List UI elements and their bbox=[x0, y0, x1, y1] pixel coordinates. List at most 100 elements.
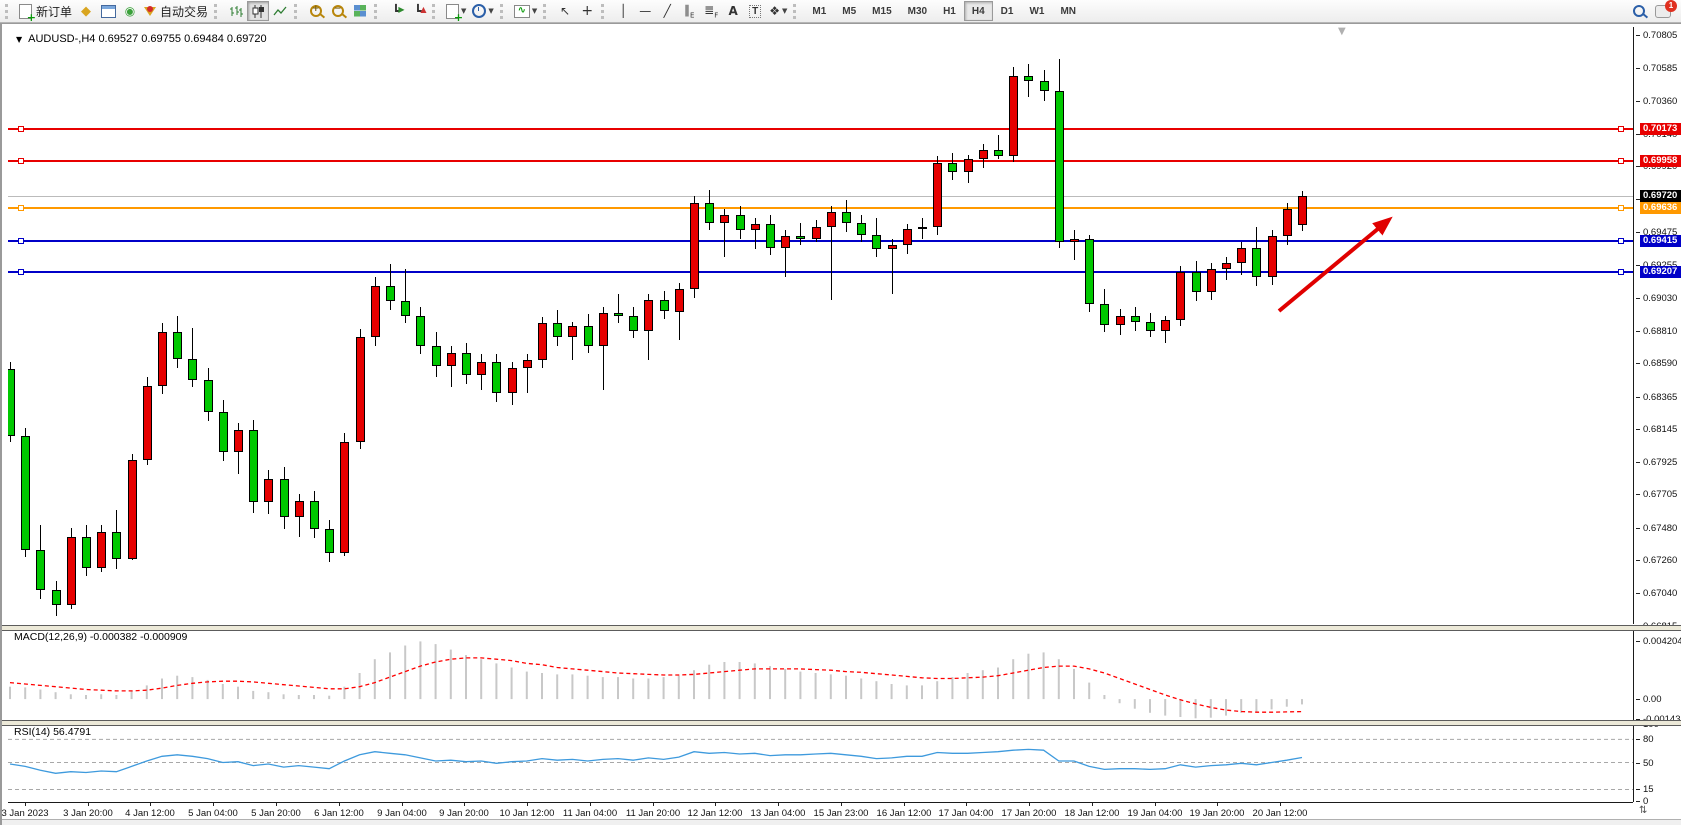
candle-wick bbox=[405, 268, 407, 324]
auto-trading-button[interactable]: 自动交易 bbox=[141, 1, 211, 21]
line-handle[interactable] bbox=[1618, 238, 1624, 245]
zoom-in-icon: + bbox=[310, 4, 323, 17]
search-icon[interactable] bbox=[1633, 5, 1645, 17]
timeframe-button-w1[interactable]: W1 bbox=[1029, 5, 1045, 17]
bar-chart-mode-button[interactable] bbox=[225, 1, 247, 21]
line-handle[interactable] bbox=[18, 205, 24, 212]
zoom-out-button[interactable]: − bbox=[327, 1, 349, 21]
signals-button[interactable]: ◉ bbox=[119, 1, 141, 21]
auto-scroll-button[interactable]: ┗ ▶ bbox=[385, 1, 407, 21]
trendline-icon: ╱ bbox=[663, 4, 671, 18]
candle bbox=[507, 367, 517, 393]
line-handle[interactable] bbox=[1618, 125, 1624, 132]
rsi-axis-label: 15 bbox=[1643, 784, 1654, 796]
chart-window-button[interactable] bbox=[97, 1, 119, 21]
equidistant-channel-icon: ∥E bbox=[683, 2, 695, 20]
new-chart-button[interactable]: + ▼ bbox=[443, 1, 469, 23]
notifications-icon[interactable]: 1 bbox=[1655, 0, 1677, 18]
rsi-axis-label: 0 bbox=[1643, 796, 1649, 807]
timeframe-button-h4[interactable]: H4 bbox=[963, 1, 993, 21]
line-handle[interactable] bbox=[1618, 205, 1624, 212]
candle bbox=[234, 429, 243, 453]
cursor-tool-button[interactable]: ↖ bbox=[554, 1, 576, 21]
horizontal-line-object[interactable] bbox=[8, 240, 1633, 243]
candle bbox=[933, 163, 943, 228]
timeframe-button-m5[interactable]: M5 bbox=[842, 5, 857, 17]
trend-arrow-object[interactable] bbox=[8, 27, 1633, 624]
panel-splitter[interactable] bbox=[2, 625, 1681, 631]
text-label-tool-button[interactable]: T bbox=[744, 1, 766, 21]
time-axis-label: 15 Jan 23:00 bbox=[813, 808, 869, 819]
chart-shift-marker-icon: ▼ bbox=[1338, 27, 1346, 37]
tile-windows-button[interactable] bbox=[349, 1, 371, 21]
timeframe-button-h1[interactable]: H1 bbox=[943, 5, 956, 17]
indicators-button[interactable]: ∿ ▼ bbox=[511, 1, 540, 21]
candle bbox=[674, 289, 684, 312]
price-axis-label: 0.67705 bbox=[1643, 489, 1678, 501]
horizontal-line-tool-button[interactable]: — bbox=[634, 1, 656, 21]
candle bbox=[872, 234, 882, 250]
timeframe-button-d1[interactable]: D1 bbox=[1000, 5, 1014, 17]
text-tool-button[interactable]: A bbox=[722, 1, 744, 21]
arrows-tool-button[interactable]: ❖ ▼ bbox=[766, 1, 790, 21]
time-axis-tick bbox=[25, 803, 26, 806]
time-axis-label: 16 Jan 12:00 bbox=[876, 808, 932, 819]
line-handle[interactable] bbox=[18, 125, 24, 132]
periods-button[interactable]: ▼ bbox=[469, 1, 496, 21]
candle bbox=[477, 361, 487, 376]
line-chart-mode-button[interactable] bbox=[269, 1, 291, 21]
candle bbox=[127, 459, 137, 559]
horizontal-line-object[interactable] bbox=[8, 207, 1633, 210]
price-axis[interactable]: ⇅ 0.708050.705850.703600.701400.699200.6… bbox=[1636, 24, 1681, 825]
chart-menu-icon[interactable]: ▼ bbox=[16, 35, 23, 44]
rsi-line bbox=[9, 748, 1303, 774]
horizontal-line-object[interactable] bbox=[8, 127, 1633, 130]
rsi-axis-tick bbox=[1636, 801, 1640, 802]
line-handle[interactable] bbox=[1618, 157, 1624, 164]
market-watch-button[interactable]: ◆ bbox=[75, 1, 97, 21]
candle bbox=[264, 478, 274, 503]
line-handle[interactable] bbox=[18, 268, 24, 275]
time-axis-label: 20 Jan 12:00 bbox=[1252, 808, 1308, 819]
vertical-line-tool-button[interactable]: │ bbox=[612, 1, 634, 21]
timeframe-button-m30[interactable]: M30 bbox=[907, 5, 928, 17]
scale-toggle-icon[interactable]: ⇅ bbox=[1639, 805, 1648, 816]
line-handle[interactable] bbox=[18, 157, 24, 164]
price-axis-tick bbox=[1636, 166, 1640, 168]
line-handle[interactable] bbox=[1618, 268, 1624, 275]
timeframe-button-m1[interactable]: M1 bbox=[812, 5, 827, 17]
candle bbox=[1191, 271, 1201, 293]
channel-tool-button[interactable]: ∥E bbox=[678, 1, 700, 21]
time-axis-tick bbox=[841, 803, 842, 806]
candle bbox=[1176, 271, 1186, 321]
rsi-plot bbox=[8, 738, 1633, 790]
new-order-button[interactable]: + 新订单 bbox=[16, 1, 75, 23]
indicators-icon: ∿ bbox=[513, 4, 530, 18]
candle bbox=[97, 532, 107, 568]
text-icon: A bbox=[728, 4, 738, 18]
dropdown-arrow-icon: ▼ bbox=[781, 7, 788, 15]
toolbar-grip bbox=[294, 3, 301, 19]
line-handle[interactable] bbox=[18, 238, 24, 245]
timeframe-button-m15[interactable]: M15 bbox=[872, 5, 892, 17]
candlestick-mode-button[interactable] bbox=[247, 1, 270, 21]
chart-plot-area[interactable]: ▼ AUDUSD-,H4 0.69527 0.69755 0.69484 0.69… bbox=[8, 27, 1634, 624]
candlestick-icon bbox=[252, 4, 265, 18]
toolbar-grip bbox=[5, 3, 12, 19]
rsi-axis-tick bbox=[1636, 762, 1640, 764]
trendline-tool-button[interactable]: ╱ bbox=[656, 1, 678, 21]
toolbar-grip bbox=[374, 3, 381, 19]
fibonacci-tool-button[interactable]: ≣F bbox=[700, 1, 722, 21]
time-axis-tick bbox=[778, 803, 779, 806]
timeframe-button-mn[interactable]: MN bbox=[1060, 5, 1077, 17]
horizontal-line-object[interactable] bbox=[8, 270, 1633, 273]
panel-splitter[interactable] bbox=[2, 720, 1681, 726]
crosshair-tool-button[interactable]: + bbox=[576, 1, 598, 21]
zoom-in-button[interactable]: + bbox=[305, 1, 327, 21]
time-axis-label: 18 Jan 12:00 bbox=[1064, 808, 1120, 819]
chart-shift-button[interactable]: ┗ ▲ bbox=[407, 1, 429, 21]
candle bbox=[36, 549, 46, 590]
horizontal-line-object[interactable] bbox=[8, 159, 1633, 162]
time-axis[interactable]: 3 Jan 2023 3 Jan 20:00 4 Jan 12:00 5 Jan 04… bbox=[1, 802, 1633, 823]
